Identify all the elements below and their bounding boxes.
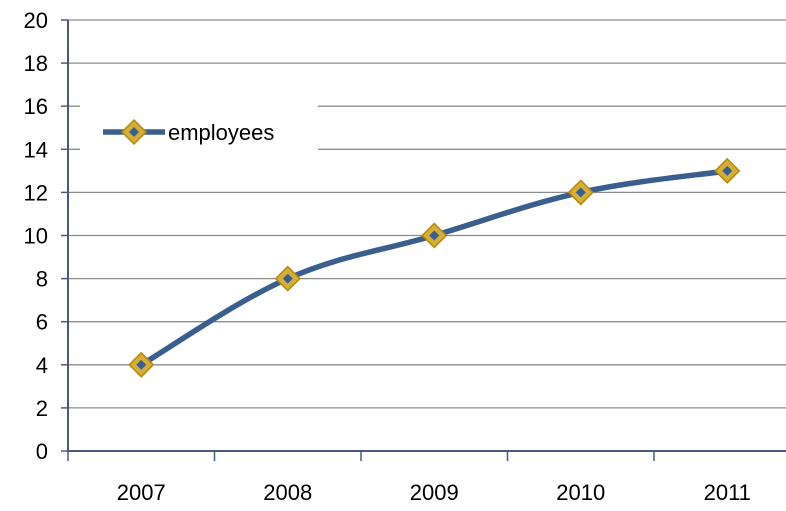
x-tick-labels: 2007 2008 2009 2010 2011 <box>117 480 751 505</box>
y-tick-label: 8 <box>36 267 48 292</box>
legend-label: employees <box>168 120 274 145</box>
legend: employees <box>80 104 318 156</box>
y-tick-label: 6 <box>36 310 48 335</box>
y-tick-label: 16 <box>24 94 48 119</box>
marker-center <box>282 273 293 284</box>
legend-marker <box>120 118 148 146</box>
y-tick-label: 2 <box>36 396 48 421</box>
y-tick-label: 10 <box>24 224 48 249</box>
x-tick-label: 2010 <box>556 480 605 505</box>
axes <box>61 19 786 461</box>
y-tick-label: 14 <box>24 137 48 162</box>
y-tick-labels: 0 2 4 6 8 10 12 14 16 18 20 <box>24 8 48 464</box>
gridlines <box>68 19 786 409</box>
y-tick-label: 0 <box>36 439 48 464</box>
x-tick-label: 2007 <box>117 480 166 505</box>
y-tick-label: 4 <box>36 353 48 378</box>
data-point-marker <box>128 351 155 378</box>
legend-marker-center <box>129 127 139 137</box>
y-tick-label: 18 <box>24 51 48 76</box>
marker-center <box>575 187 586 198</box>
marker-center <box>429 230 440 241</box>
y-tick-label: 12 <box>24 180 48 205</box>
series-lines <box>138 168 730 368</box>
data-point-marker <box>714 157 741 184</box>
y-tick-label: 20 <box>24 8 48 33</box>
marker-center <box>722 165 733 176</box>
series-line-employees <box>138 168 730 368</box>
data-point-marker <box>421 222 448 249</box>
series-markers <box>128 157 741 378</box>
x-tick-label: 2011 <box>704 480 751 505</box>
data-point-marker <box>567 179 594 206</box>
x-tick-label: 2008 <box>263 480 312 505</box>
data-point-marker <box>274 265 301 292</box>
x-tick-label: 2009 <box>410 480 459 505</box>
marker-center <box>136 359 147 370</box>
